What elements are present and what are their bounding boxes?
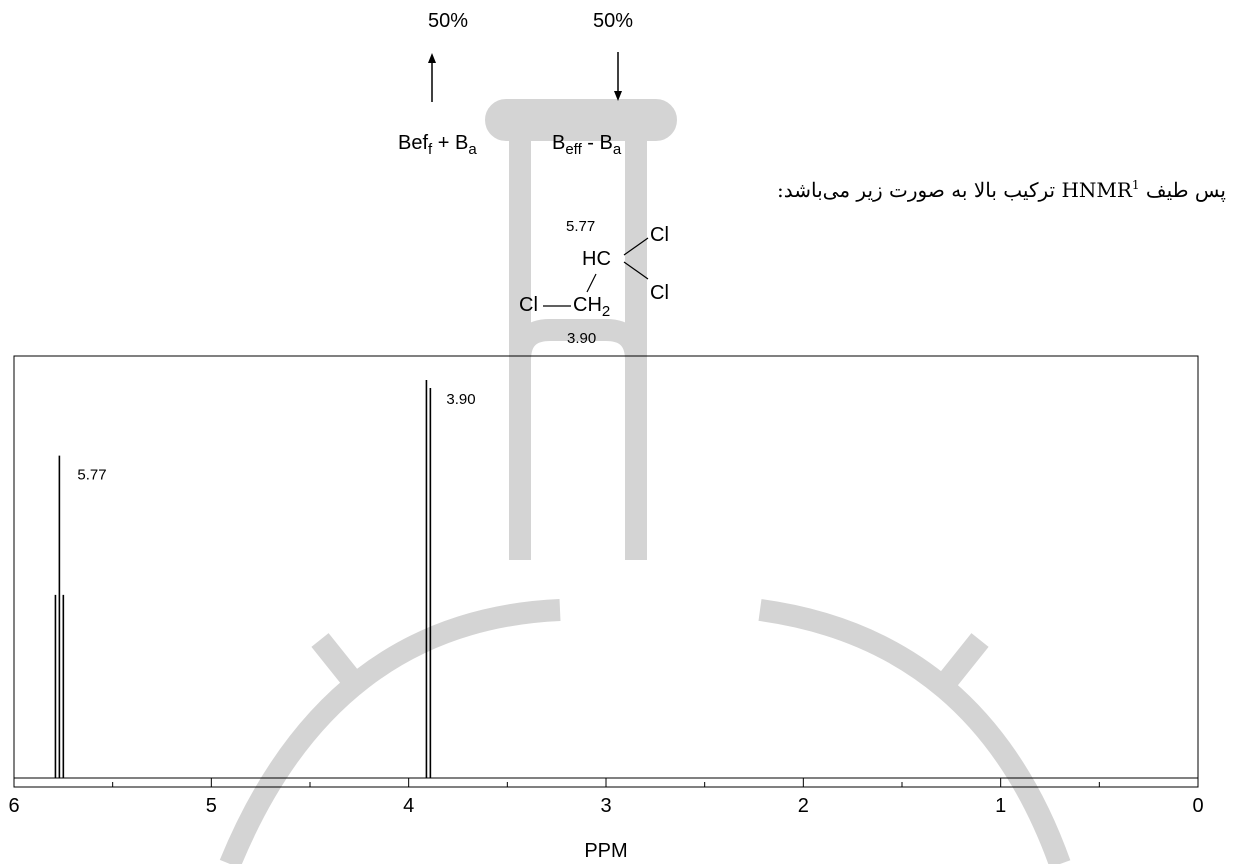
cl-left-label: Cl bbox=[519, 294, 538, 316]
x-tick-label: 4 bbox=[403, 795, 414, 817]
arrows bbox=[428, 52, 622, 102]
field-left-sub2: a bbox=[468, 141, 477, 158]
field-right-sub2: a bbox=[612, 141, 622, 158]
ch2-sub: 2 bbox=[601, 303, 611, 320]
arrow-down-head-icon bbox=[614, 91, 622, 101]
x-tick-label: 3 bbox=[600, 795, 611, 817]
caption-acronym: HNMR1 bbox=[1061, 178, 1139, 202]
bond-hc-cl-top bbox=[623, 237, 649, 256]
field-right-base: B bbox=[552, 132, 566, 154]
peak-annotation: 3.90 bbox=[446, 391, 475, 408]
x-tick-label: 0 bbox=[1192, 795, 1203, 817]
x-tick-label: 2 bbox=[798, 795, 809, 817]
caption: پس طیف HNMR1 ترکیب بالا به صورت زیر می‌ب… bbox=[777, 178, 1226, 202]
caption-after: ترکیب بالا به صورت زیر می‌باشد: bbox=[777, 178, 1062, 202]
x-tick-label: 6 bbox=[8, 795, 19, 817]
caption-before: پس طیف bbox=[1139, 178, 1226, 202]
field-label-right: Beff - Ba bbox=[552, 132, 621, 158]
field-left-sub: f bbox=[428, 141, 433, 158]
field-label-left: Beff + Ba bbox=[398, 132, 477, 158]
bond-hc-cl-right bbox=[623, 261, 649, 280]
x-tick-label: 1 bbox=[995, 795, 1006, 817]
ch2-label: CH2 bbox=[573, 294, 610, 320]
hc-label: HC bbox=[582, 248, 611, 270]
field-right-sub: eff bbox=[565, 141, 582, 158]
ch2-base: CH bbox=[573, 294, 602, 316]
x-axis-label: PPM bbox=[584, 840, 627, 862]
percent-left: 50% bbox=[428, 10, 469, 32]
shift-ch2-label: 3.90 bbox=[567, 330, 597, 347]
caption-sup: 1 bbox=[1131, 178, 1140, 192]
bond-hc-ch2 bbox=[586, 273, 597, 293]
molecule-bonds bbox=[543, 237, 649, 307]
cl-right-label: Cl bbox=[650, 282, 669, 304]
field-right-mid: - B bbox=[581, 132, 613, 154]
plot-frame bbox=[13, 355, 1199, 788]
arrow-up-head-icon bbox=[428, 53, 436, 63]
x-tick-label: 5 bbox=[206, 795, 217, 817]
shift-ch-label: 5.77 bbox=[566, 218, 596, 235]
cl-top-label: Cl bbox=[650, 224, 669, 246]
field-left-base: Bef bbox=[398, 132, 429, 154]
field-left-mid: + B bbox=[432, 132, 469, 154]
caption-acronym-text: HNMR bbox=[1061, 178, 1132, 202]
percent-right: 50% bbox=[593, 10, 634, 32]
peak-annotation: 5.77 bbox=[77, 467, 106, 484]
